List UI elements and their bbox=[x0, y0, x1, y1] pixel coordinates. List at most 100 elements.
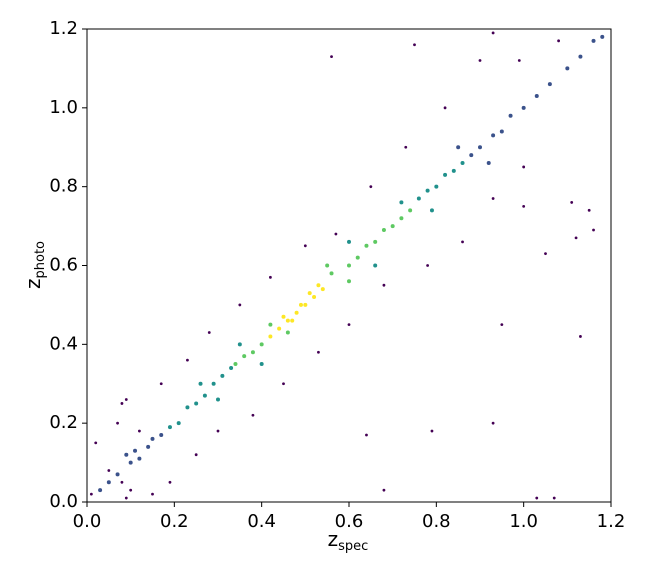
x-label-subscript: spec bbox=[338, 539, 368, 554]
point bbox=[365, 433, 368, 437]
point bbox=[491, 197, 495, 200]
point bbox=[347, 323, 351, 327]
point bbox=[369, 185, 373, 189]
point bbox=[451, 168, 456, 173]
point bbox=[259, 362, 264, 367]
point bbox=[478, 59, 482, 62]
point bbox=[364, 243, 369, 248]
point bbox=[522, 204, 526, 208]
point bbox=[176, 421, 181, 426]
point bbox=[198, 381, 203, 386]
point bbox=[294, 310, 299, 315]
point bbox=[120, 402, 124, 405]
point bbox=[521, 105, 526, 110]
y-axis-label: zphoto bbox=[21, 241, 48, 289]
point bbox=[194, 401, 199, 406]
point bbox=[325, 263, 330, 268]
point bbox=[381, 228, 386, 233]
x-label-symbol: z bbox=[328, 527, 339, 551]
x-tick-label: 1.0 bbox=[509, 511, 538, 532]
point bbox=[317, 350, 320, 354]
point bbox=[116, 421, 119, 425]
point bbox=[426, 264, 429, 267]
point bbox=[106, 480, 111, 485]
y-tick-label: 0.6 bbox=[49, 255, 78, 276]
point bbox=[544, 252, 547, 256]
point bbox=[124, 398, 128, 401]
point bbox=[133, 448, 138, 453]
point bbox=[312, 295, 317, 300]
point bbox=[499, 129, 504, 134]
point bbox=[491, 31, 495, 35]
point bbox=[579, 335, 582, 338]
point bbox=[290, 318, 295, 323]
point bbox=[425, 188, 430, 193]
point bbox=[478, 145, 482, 150]
point bbox=[250, 350, 255, 355]
point bbox=[229, 365, 234, 370]
point bbox=[202, 393, 207, 398]
point bbox=[416, 196, 421, 201]
point bbox=[129, 488, 133, 492]
point bbox=[146, 444, 151, 449]
point bbox=[281, 314, 286, 319]
point bbox=[522, 165, 526, 169]
point bbox=[237, 342, 242, 347]
point bbox=[216, 397, 220, 402]
point bbox=[268, 334, 273, 339]
x-tick-label: 1.2 bbox=[597, 511, 626, 532]
point bbox=[89, 492, 93, 496]
point bbox=[574, 236, 578, 240]
point bbox=[443, 106, 447, 110]
point bbox=[355, 255, 360, 260]
point bbox=[159, 382, 163, 386]
point bbox=[167, 425, 172, 430]
point bbox=[216, 429, 220, 433]
point bbox=[137, 456, 142, 461]
point bbox=[429, 208, 434, 213]
point bbox=[591, 38, 596, 43]
point bbox=[94, 441, 98, 445]
y-label-symbol: z bbox=[21, 279, 45, 290]
point bbox=[303, 302, 308, 307]
point bbox=[565, 66, 570, 71]
point bbox=[98, 488, 103, 493]
point bbox=[347, 279, 351, 284]
point bbox=[242, 354, 247, 359]
x-tick-label: 0.6 bbox=[335, 511, 364, 532]
point bbox=[269, 275, 272, 279]
point bbox=[552, 496, 556, 500]
point bbox=[138, 429, 141, 433]
point bbox=[382, 283, 386, 287]
point bbox=[373, 263, 378, 268]
point bbox=[285, 330, 290, 335]
point bbox=[316, 283, 321, 288]
y-tick-label: 0.4 bbox=[49, 333, 78, 354]
point bbox=[500, 323, 504, 327]
point bbox=[508, 113, 513, 118]
point bbox=[517, 59, 521, 62]
point bbox=[220, 373, 225, 378]
point bbox=[443, 172, 448, 177]
x-tick-label: 0.8 bbox=[422, 511, 451, 532]
point bbox=[186, 358, 189, 362]
point bbox=[460, 161, 465, 166]
point bbox=[408, 208, 413, 213]
point bbox=[456, 145, 461, 150]
point bbox=[491, 133, 496, 138]
point bbox=[115, 472, 120, 477]
point bbox=[251, 413, 255, 417]
point bbox=[159, 432, 164, 437]
point bbox=[298, 302, 303, 307]
y-tick-label: 0.8 bbox=[49, 176, 78, 197]
point bbox=[207, 331, 211, 334]
point bbox=[486, 161, 491, 166]
point bbox=[185, 405, 190, 410]
point bbox=[194, 453, 198, 457]
point bbox=[430, 429, 434, 433]
point bbox=[491, 421, 495, 425]
point bbox=[404, 145, 408, 149]
point bbox=[120, 480, 124, 484]
point bbox=[303, 244, 307, 248]
point bbox=[600, 34, 605, 39]
